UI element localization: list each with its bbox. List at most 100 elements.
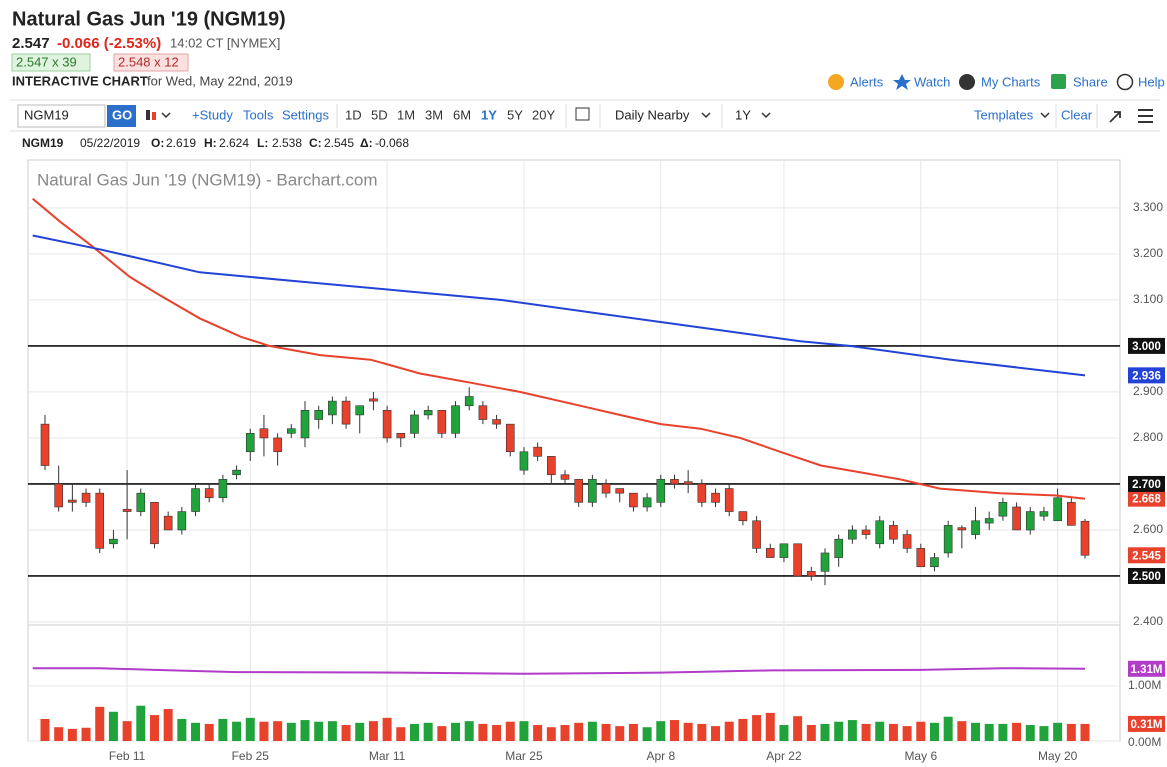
ohlc-date: 05/22/2019 bbox=[80, 136, 140, 150]
symbol-input-text: NGM19 bbox=[24, 107, 69, 122]
period-button[interactable]: 6M bbox=[453, 107, 471, 122]
watch-link[interactable]: Watch bbox=[914, 74, 950, 89]
candle-body bbox=[1053, 497, 1062, 522]
volume-bar bbox=[533, 725, 543, 741]
volume-average-label-box bbox=[1128, 660, 1165, 677]
symbol-input[interactable] bbox=[17, 104, 106, 128]
volume-bar bbox=[505, 721, 515, 741]
candle-body bbox=[109, 538, 118, 545]
period-button[interactable]: 5Y bbox=[507, 107, 523, 122]
study-button[interactable]: +Study bbox=[192, 107, 233, 122]
volume-bar bbox=[902, 726, 912, 741]
candle-body bbox=[314, 410, 323, 420]
volume-bar bbox=[861, 723, 871, 741]
x-tick-label: Feb 25 bbox=[232, 749, 270, 763]
candle-body bbox=[423, 410, 433, 416]
volume-bar bbox=[1053, 722, 1063, 741]
volume-bar bbox=[54, 727, 64, 741]
menu-icon[interactable] bbox=[1138, 109, 1153, 123]
candle-body bbox=[533, 446, 542, 457]
candle-body bbox=[1025, 511, 1035, 531]
candle-body bbox=[464, 396, 474, 407]
volume-bar bbox=[464, 721, 474, 741]
candle-body bbox=[875, 520, 885, 545]
volume-bar bbox=[738, 718, 748, 741]
volume-bar bbox=[314, 721, 324, 741]
chart-title: Natural Gas Jun '19 (NGM19) - Barchart.c… bbox=[37, 170, 378, 189]
candle-body bbox=[902, 534, 912, 549]
volume-bar bbox=[560, 725, 570, 741]
volume-bar bbox=[1039, 726, 1049, 741]
period-button[interactable]: 1D bbox=[345, 107, 362, 122]
y-tick-label: 2.600 bbox=[1133, 522, 1163, 536]
period-button[interactable]: 3M bbox=[425, 107, 443, 122]
chart-type-icon[interactable] bbox=[146, 110, 171, 120]
volume-bar bbox=[601, 723, 611, 741]
candle-body bbox=[245, 433, 255, 453]
ohlc-value: 2.545 bbox=[324, 136, 354, 150]
volume-bar bbox=[451, 722, 461, 741]
volume-bar bbox=[834, 721, 844, 741]
alerts-link[interactable]: Alerts bbox=[850, 74, 884, 89]
candle-body bbox=[355, 405, 365, 416]
share-link[interactable]: Share bbox=[1073, 74, 1108, 89]
candle-body bbox=[574, 479, 583, 503]
volume-bar bbox=[984, 723, 994, 741]
x-tick-label: Apr 8 bbox=[646, 749, 675, 763]
volume-bar bbox=[423, 722, 433, 741]
y-tick-label: 2.800 bbox=[1133, 430, 1163, 444]
volume-bar bbox=[273, 721, 283, 741]
volume-bar bbox=[943, 716, 953, 741]
tools-button[interactable]: Tools bbox=[243, 107, 274, 122]
range-select[interactable]: 1Y bbox=[735, 107, 751, 122]
settings-button[interactable]: Settings bbox=[282, 107, 329, 122]
candle-body bbox=[341, 400, 351, 425]
alerts-icon[interactable] bbox=[828, 74, 844, 90]
calendar-icon[interactable] bbox=[575, 107, 590, 121]
candle-body bbox=[437, 410, 447, 434]
candle-body bbox=[1067, 502, 1076, 526]
candle-body bbox=[765, 548, 775, 558]
watch-icon[interactable] bbox=[893, 74, 911, 90]
volume-bar bbox=[697, 723, 707, 741]
candle-body bbox=[1039, 511, 1049, 517]
frequency-select[interactable]: Daily Nearby bbox=[615, 107, 690, 122]
volume-bar bbox=[478, 723, 488, 741]
candle-body bbox=[697, 483, 707, 503]
share-icon[interactable] bbox=[1051, 74, 1066, 89]
last-volume-label-box bbox=[1128, 715, 1165, 732]
period-button[interactable]: 1Y bbox=[481, 107, 497, 122]
instrument-title: Natural Gas Jun '19 (NGM19) bbox=[12, 8, 286, 30]
volume-bar bbox=[81, 727, 91, 741]
candle-body bbox=[793, 543, 802, 577]
candle-body bbox=[629, 492, 638, 508]
quote-time: 14:02 CT [NYMEX] bbox=[170, 35, 280, 50]
volume-bar bbox=[191, 722, 201, 741]
help-icon[interactable] bbox=[1116, 73, 1134, 91]
templates-button[interactable]: Templates bbox=[974, 107, 1034, 122]
volume-bar bbox=[396, 727, 406, 741]
candle-body bbox=[300, 410, 310, 439]
period-button[interactable]: 20Y bbox=[532, 107, 555, 122]
y-tick-label: 3.200 bbox=[1133, 246, 1163, 260]
volume-bar bbox=[806, 725, 816, 741]
period-buttons: 1D 5D 1M 3M 6M 1Y 5Y 20Y bbox=[345, 107, 555, 122]
expand-icon[interactable] bbox=[1109, 111, 1121, 123]
candle-body bbox=[505, 423, 515, 453]
candle-body bbox=[232, 469, 241, 476]
help-link[interactable]: Help bbox=[1138, 74, 1165, 89]
candle-body bbox=[410, 414, 419, 434]
period-button[interactable]: 5D bbox=[371, 107, 388, 122]
period-button[interactable]: 1M bbox=[397, 107, 415, 122]
go-button[interactable] bbox=[107, 105, 136, 127]
volume-bar bbox=[574, 722, 584, 741]
candle-body bbox=[218, 479, 228, 499]
mycharts-link[interactable]: My Charts bbox=[981, 74, 1041, 89]
candle-body bbox=[752, 520, 761, 549]
volume-bar bbox=[368, 721, 378, 741]
candle-body bbox=[615, 488, 625, 494]
volume-bar bbox=[300, 720, 310, 741]
volume-bar bbox=[259, 721, 269, 741]
clear-button[interactable]: Clear bbox=[1061, 107, 1093, 122]
mycharts-icon[interactable] bbox=[959, 74, 975, 90]
